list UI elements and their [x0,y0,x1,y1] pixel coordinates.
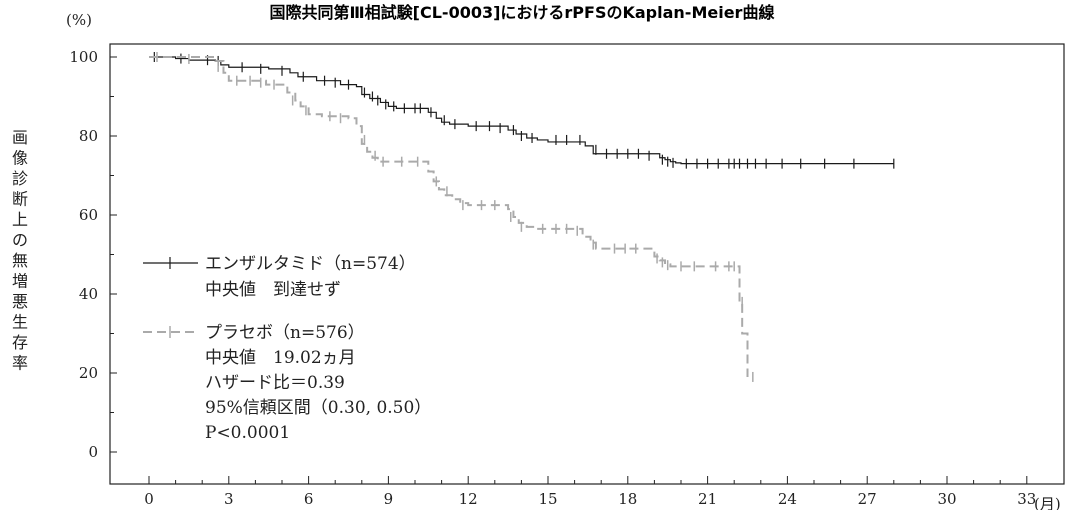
x-tick-label: 12 [459,490,478,508]
x-tick-label: 21 [698,490,717,508]
x-tick-label: 18 [618,490,637,508]
legend-confidence-interval: 95%信頼区間（0.30, 0.50） [205,398,431,418]
series-line-placebo [149,56,749,377]
y-axis-label-char: 存 [12,333,28,352]
y-axis-label-char: の [12,231,28,250]
y-axis-label-char: 増 [12,272,28,291]
y-tick-label: 100 [69,48,98,66]
y-tick-label: 0 [88,443,98,461]
y-axis-label-char: 画 [12,128,28,147]
x-tick-label: 24 [778,490,797,508]
x-unit-label: (月) [1034,495,1061,510]
y-axis-label-char: 無 [12,251,28,270]
x-tick-label: 9 [384,490,394,508]
y-tick-label: 40 [79,285,98,303]
series-line-enzalutamide [149,56,894,165]
x-tick-label: 30 [937,490,956,508]
x-tick-label: 6 [304,490,314,508]
minor-ticks [110,96,1001,484]
y-axis-ticks: 0 20 40 60 80 100 [69,48,117,461]
legend: エンザルタミド（n=574） 中央値 到達せず プラセボ（n=576） 中央値 … [143,254,431,443]
legend-label-enzalutamide: エンザルタミド（n=574） [205,254,416,274]
y-axis-label-char: 像 [12,149,28,168]
y-axis-label-char: 診 [12,169,28,188]
y-tick-label: 20 [79,364,98,382]
y-tick-label: 60 [79,206,98,224]
x-tick-label: 33 [1017,490,1036,508]
legend-median-enzalutamide: 中央値 到達せず [205,280,341,300]
y-unit-label: (%) [66,11,92,29]
legend-median-placebo: 中央値 19.02ヵ月 [205,348,356,368]
x-tick-label: 0 [144,490,154,508]
legend-p-value: P<0.0001 [205,423,290,443]
chart-title: 国際共同第Ⅲ相試験[CL-0003]におけるrPFSのKaplan-Meier曲… [270,3,775,22]
y-tick-label: 80 [79,127,98,145]
y-axis-label-char: 生 [12,313,28,332]
y-axis-label-char: 悪 [12,292,28,311]
legend-label-placebo: プラセボ（n=576） [205,323,365,343]
x-tick-label: 27 [858,490,877,508]
x-tick-label: 15 [538,490,557,508]
legend-hazard-ratio: ハザード比＝0.39 [205,373,345,393]
y-axis-label-char: 断 [12,190,28,209]
y-axis-label-char: 上 [12,210,28,229]
x-axis-ticks: 0 3 6 9 12 15 18 21 24 27 30 33 [144,476,1036,508]
plot-frame [109,43,1065,485]
series-layer [149,52,895,382]
y-axis-label-char: 率 [12,354,28,373]
x-tick-label: 3 [224,490,234,508]
